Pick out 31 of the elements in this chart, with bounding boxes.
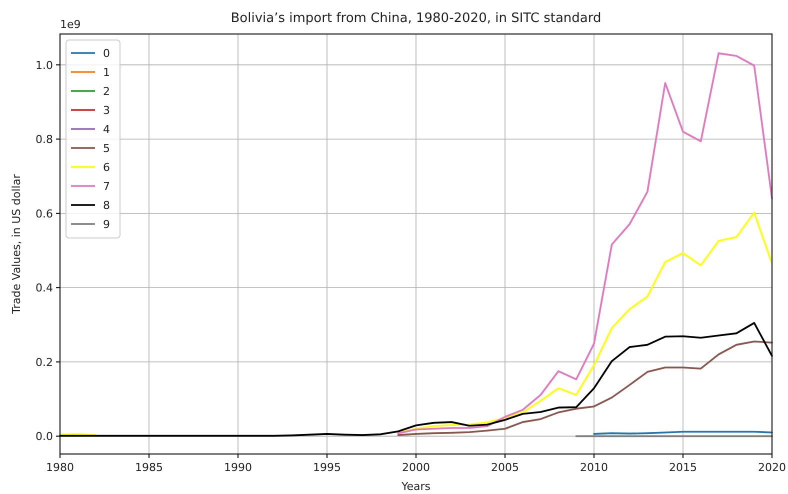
chart-title: Bolivia’s import from China, 1980-2020, in SITC standard — [230, 11, 602, 26]
x-tick-label: 1985 — [135, 461, 163, 474]
y-axis-title: Trade Values, in US dollar — [10, 174, 23, 315]
x-tick-label: 2015 — [669, 461, 697, 474]
x-tick-label: 2010 — [580, 461, 608, 474]
legend-label: 1 — [103, 66, 110, 79]
y-tick-label: 1.0 — [36, 58, 53, 72]
x-tick-label: 1990 — [224, 461, 252, 474]
x-tick-label: 2020 — [758, 461, 786, 474]
y-tick-label: 0.6 — [36, 207, 53, 220]
legend-label: 3 — [103, 104, 110, 117]
x-tick-label: 1995 — [313, 461, 341, 474]
y-tick-label: 0.0 — [36, 430, 53, 444]
y-tick-label: 0.8 — [36, 133, 53, 146]
y-tick-label: 0.4 — [36, 282, 53, 295]
line-series — [397, 340, 773, 436]
legend-label: 8 — [103, 199, 110, 212]
x-axis-title: Years — [400, 480, 431, 493]
text: 1e9 — [60, 18, 81, 31]
legend-label: 6 — [103, 161, 110, 174]
y-tick-label: 0.2 — [36, 356, 53, 369]
x-tick-label: 1980 — [46, 461, 74, 474]
legend-label: 5 — [103, 142, 110, 155]
legend-label: 4 — [103, 123, 110, 136]
x-tick-label: 2000 — [402, 461, 430, 474]
legend-label: 2 — [103, 85, 110, 98]
line-series — [397, 52, 773, 434]
x-tick-label: 2005 — [491, 461, 519, 474]
legend-label: 0 — [103, 47, 110, 60]
legend-label: 9 — [103, 218, 110, 231]
legend-label: 7 — [103, 180, 110, 193]
